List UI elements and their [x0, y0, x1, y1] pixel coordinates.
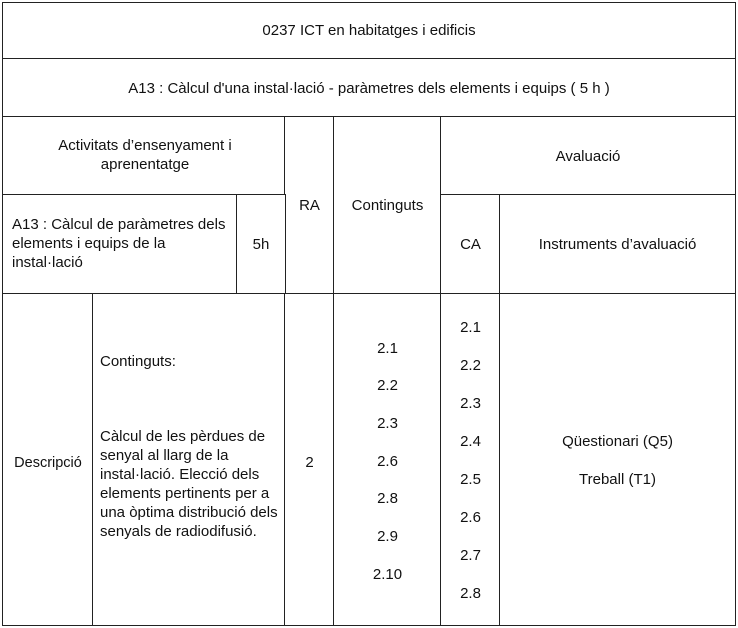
description-content-cell: [92, 293, 286, 626]
instruments-header: Instruments d’avaluació: [538, 236, 697, 253]
ca-code: 2.2: [460, 357, 481, 374]
contents-heading: Continguts:: [100, 353, 176, 370]
activity-title-cell: [2, 58, 736, 117]
ca-header-cell: [440, 194, 501, 295]
module-title-cell: [2, 2, 736, 60]
ra-value: 2: [305, 454, 314, 471]
contents-code: 2.6: [377, 453, 398, 470]
module-title: 0237 ICT en habitatges i edificis: [262, 22, 476, 39]
contents-code: 2.10: [372, 566, 403, 583]
ca-code: 2.4: [460, 433, 481, 450]
ra-value-cell: [284, 293, 335, 626]
ca-code: 2.7: [460, 547, 481, 564]
description-label: Descripció: [14, 455, 82, 471]
contents-code: 2.8: [377, 490, 398, 507]
ca-code: 2.3: [460, 395, 481, 412]
contents-code: 2.9: [377, 528, 398, 545]
evaluation-header: Avaluació: [555, 148, 621, 165]
ca-header: CA: [460, 236, 481, 253]
contents-code: 2.1: [377, 340, 398, 357]
contents-code: 2.2: [377, 377, 398, 394]
ca-codes-cell: [440, 293, 501, 626]
instruments-header-cell: [499, 194, 736, 295]
activity-title: A13 : Càlcul d'una instal·lació - paràme…: [128, 80, 610, 97]
activity-name: A13 : Càlcul de paràmetres dels elements…: [12, 216, 226, 271]
ca-code: 2.6: [460, 509, 481, 526]
contents-codes-cell: [333, 293, 442, 626]
ca-code: 2.8: [460, 585, 481, 602]
activities-header: Activitats d’ensenyament i aprenentatge: [58, 137, 232, 173]
contents-header-cell: [333, 116, 442, 295]
instrument-item: Qüestionari (Q5): [562, 433, 673, 450]
activity-hours: 5h: [252, 236, 270, 253]
ca-code: 2.5: [460, 471, 481, 488]
instrument-item: Treball (T1): [579, 471, 656, 488]
contents-text: Càlcul de les pèrdues de senyal al llarg…: [100, 428, 278, 540]
ca-code: 2.1: [460, 319, 481, 336]
instruments-cell: [499, 293, 736, 626]
ra-header: RA: [299, 197, 320, 214]
activity-name-cell: [2, 194, 238, 295]
contents-header: Continguts: [351, 197, 424, 214]
contents-code: 2.3: [377, 415, 398, 432]
evaluation-header-cell: [440, 116, 736, 196]
activity-hours-cell: [236, 194, 286, 295]
